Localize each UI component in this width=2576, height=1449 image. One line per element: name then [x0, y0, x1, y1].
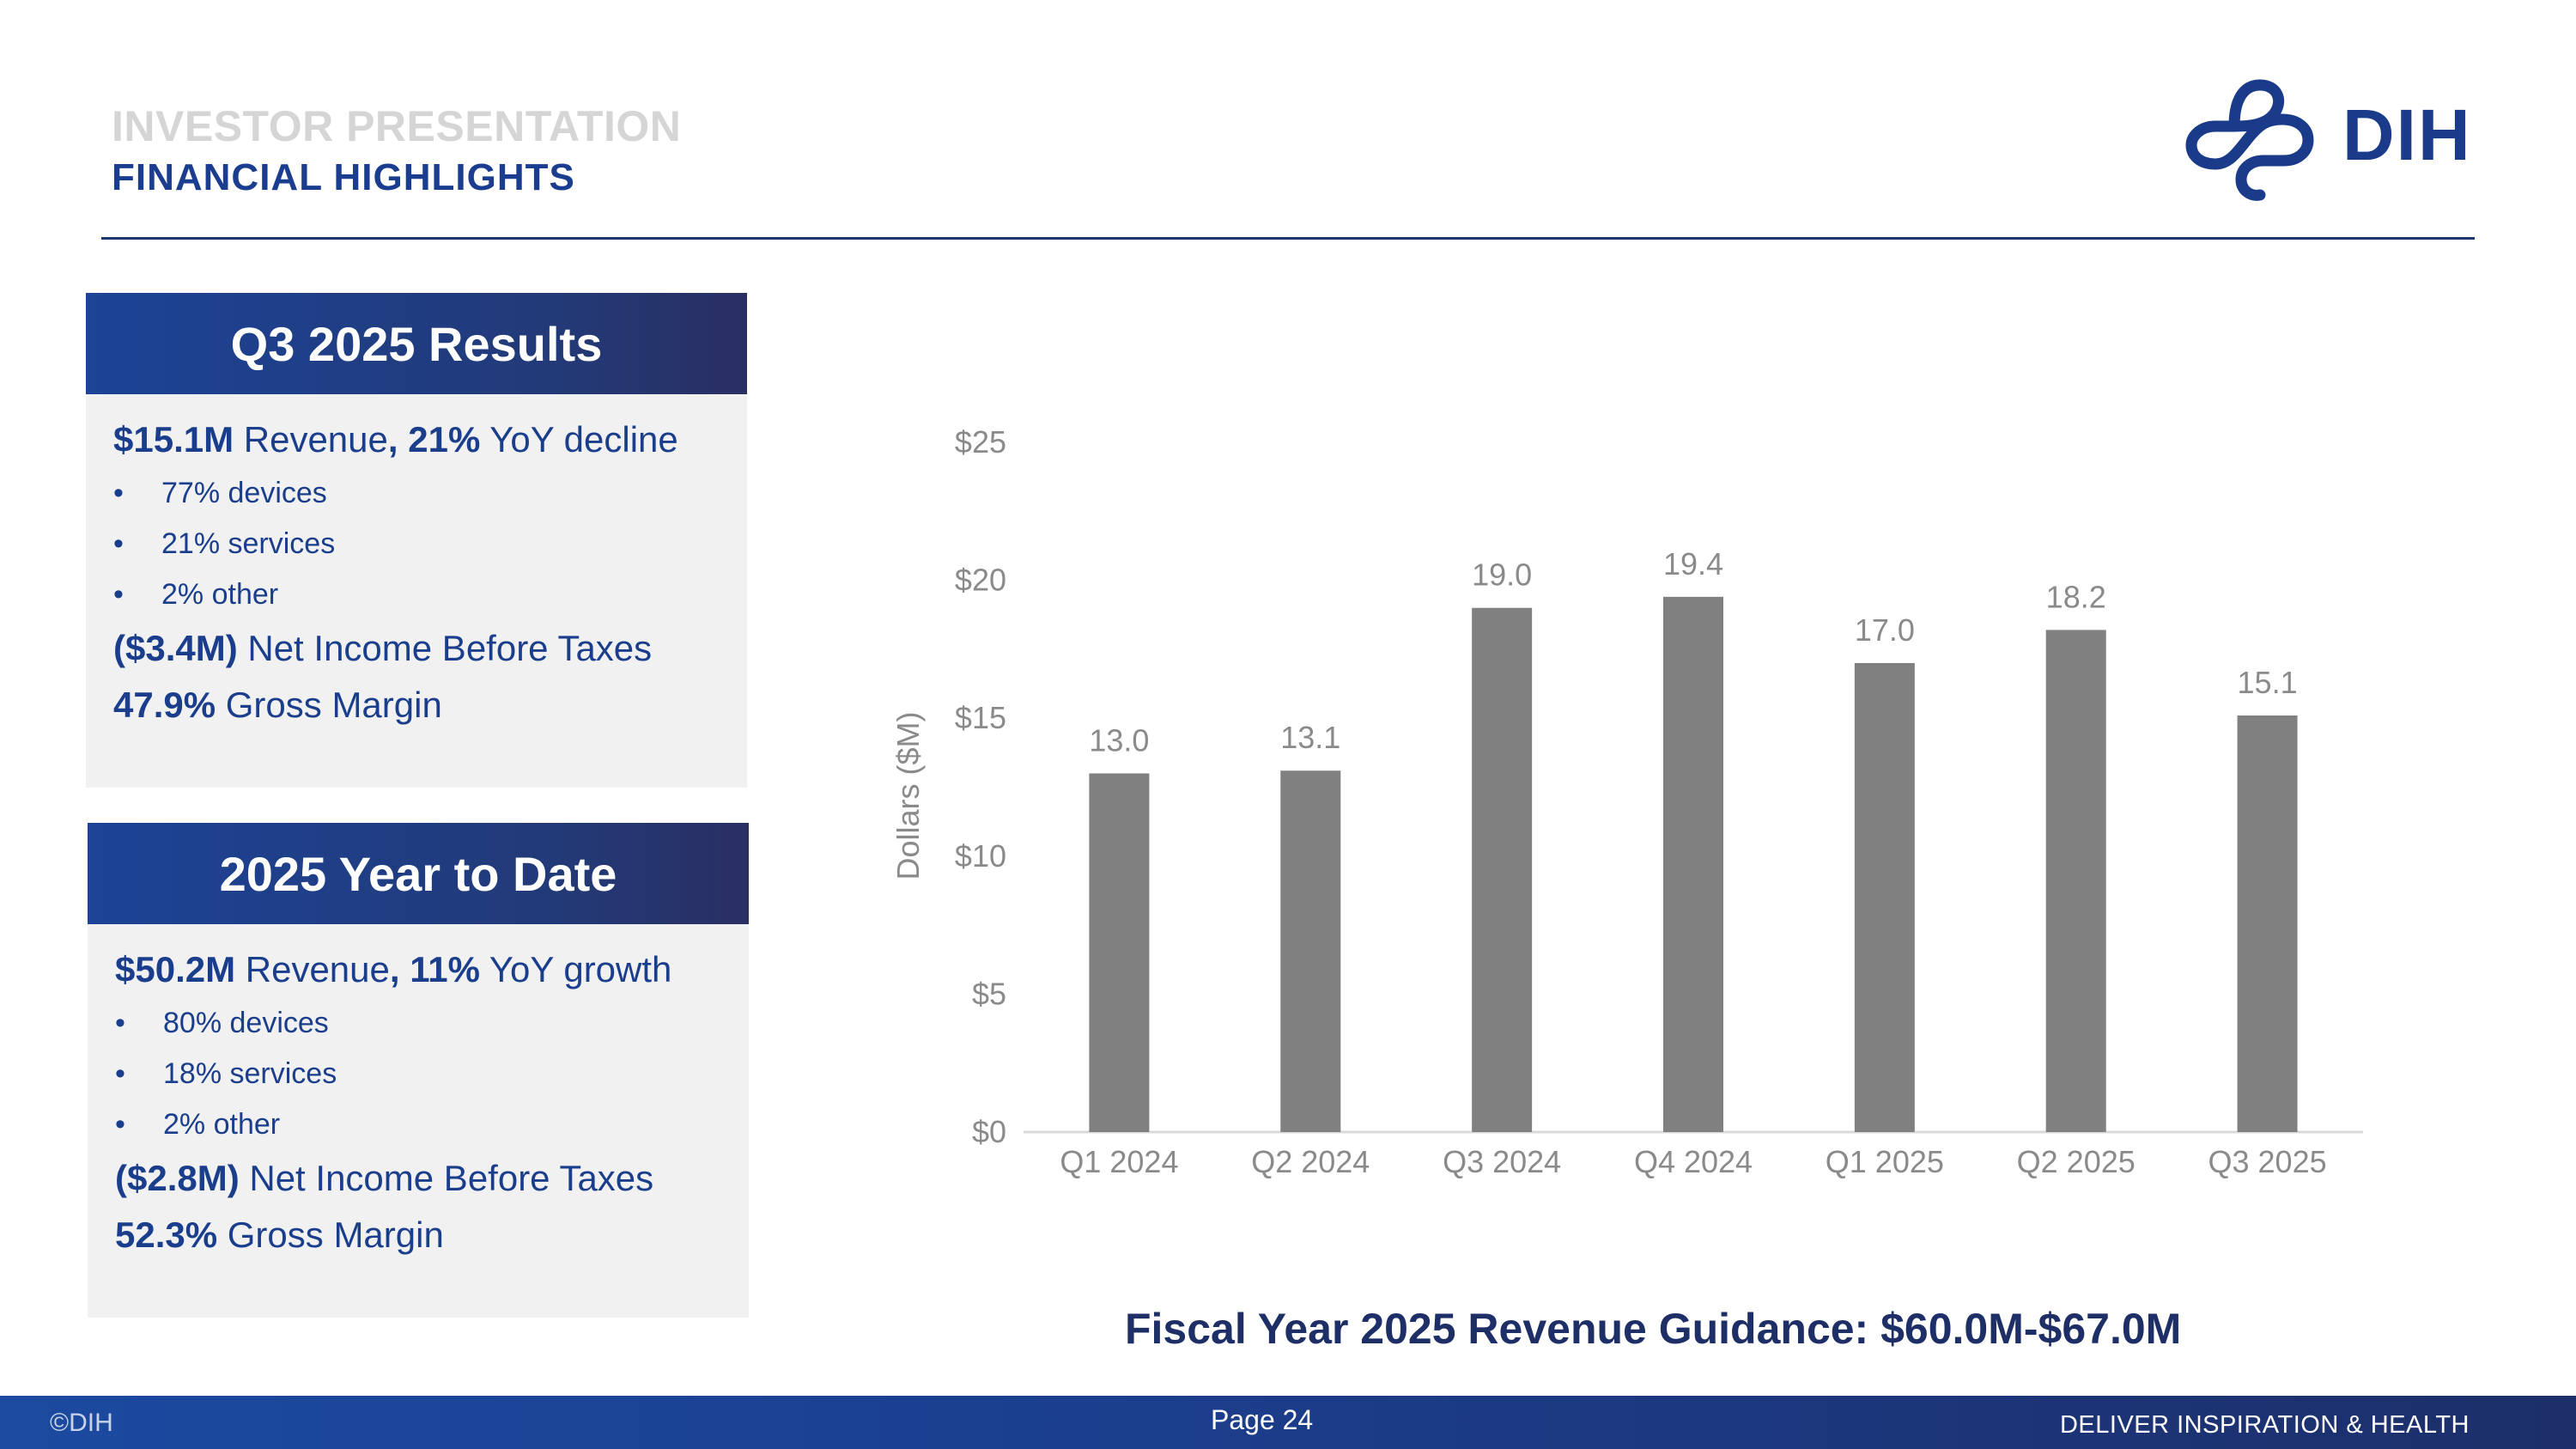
page-number: Page 24 [1211, 1404, 1314, 1435]
yoy-change-label: YoY growth [479, 949, 672, 989]
comma: , [389, 949, 400, 989]
net-income-line: ($3.4M) Net Income Before Taxes [113, 620, 720, 677]
list-item: 2% other [113, 569, 720, 620]
bar [1089, 773, 1150, 1132]
dih-logo-icon [2185, 79, 2314, 201]
yoy-change-value: 21% [398, 419, 481, 460]
bar [1280, 770, 1341, 1132]
revenue-value: $15.1M [113, 419, 234, 460]
data-label: 13.0 [1089, 722, 1149, 758]
y-tick-label: $15 [955, 700, 1006, 735]
bar [1472, 607, 1533, 1132]
yoy-change-value: 11% [399, 949, 480, 989]
data-label: 19.4 [1663, 546, 1723, 581]
data-label: 13.1 [1280, 720, 1340, 755]
copyright: ©DIH [50, 1409, 113, 1437]
list-item: 77% devices [113, 468, 720, 519]
bar [2237, 715, 2298, 1132]
revenue-bar-chart: $0 $5 $10 $15 $20 $25 Dollars ($M) 13.0 Q1 2024 1… [876, 404, 2404, 1202]
gross-margin-label: Gross Margin [217, 1215, 444, 1255]
chart-svg: $0 $5 $10 $15 $20 $25 Dollars ($M) 13.0 Q1 2024 1… [890, 424, 2363, 1179]
logo-wordmark: DIH [2342, 94, 2472, 175]
net-income-value: ($3.4M) [113, 628, 238, 668]
x-tick-label: Q2 2024 [1251, 1144, 1370, 1179]
revenue-label: Revenue [235, 949, 390, 989]
revenue-line: $50.2M Revenue, 11% YoY growth [115, 941, 721, 998]
comma: , [387, 419, 398, 460]
revenue-value: $50.2M [115, 949, 236, 989]
revenue-guidance: Fiscal Year 2025 Revenue Guidance: $60.0… [1125, 1305, 2182, 1353]
revenue-line: $15.1M Revenue, 21% YoY decline [113, 411, 720, 468]
page-title: FINANCIAL HIGHLIGHTS [112, 156, 575, 198]
footer-bar: ©DIH Page 24 DELIVER INSPIRATION & HEALT… [0, 1396, 2576, 1449]
revenue-mix-list: 80% devices 18% services 2% other [115, 998, 721, 1150]
x-tick-label: Q1 2024 [1060, 1144, 1178, 1179]
list-item: 2% other [115, 1099, 721, 1150]
data-label: 18.2 [2046, 579, 2106, 614]
header-supertitle: INVESTOR PRESENTATION [112, 102, 682, 150]
y-tick-label: $20 [955, 563, 1006, 598]
net-income-line: ($2.8M) Net Income Before Taxes [115, 1150, 721, 1207]
y-tick-label: $10 [955, 838, 1006, 874]
y-tick-label: $0 [972, 1114, 1006, 1149]
net-income-value: ($2.8M) [115, 1158, 240, 1198]
q3-results-panel: Q3 2025 Results $15.1M Revenue, 21% YoY … [86, 293, 747, 788]
gross-margin-value: 52.3% [115, 1215, 218, 1255]
net-income-label: Net Income Before Taxes [239, 1158, 654, 1198]
bar [1854, 662, 1915, 1132]
revenue-mix-list: 77% devices 21% services 2% other [113, 468, 720, 620]
yoy-change-label: YoY decline [480, 419, 678, 460]
list-item: 21% services [113, 519, 720, 569]
y-axis-title: Dollars ($M) [890, 711, 926, 880]
company-logo: DIH [2181, 62, 2490, 208]
panel-title: 2025 Year to Date [88, 823, 749, 924]
x-tick-label: Q3 2024 [1443, 1144, 1561, 1179]
bar [1663, 596, 1723, 1132]
footer-tagline: DELIVER INSPIRATION & HEALTH [2059, 1411, 2470, 1439]
data-label: 17.0 [1855, 612, 1915, 648]
net-income-label: Net Income Before Taxes [237, 628, 653, 668]
bar [2045, 630, 2106, 1132]
x-tick-label: Q3 2025 [2208, 1144, 2327, 1179]
ytd-results-panel: 2025 Year to Date $50.2M Revenue, 11% Yo… [88, 823, 749, 1318]
panel-title: Q3 2025 Results [86, 293, 747, 394]
data-label: 15.1 [2238, 665, 2298, 700]
y-tick-label: $25 [955, 424, 1006, 460]
x-tick-label: Q4 2024 [1634, 1144, 1753, 1179]
data-label: 19.0 [1472, 557, 1532, 593]
header-rule [101, 237, 2475, 240]
gross-margin-line: 52.3% Gross Margin [115, 1207, 721, 1263]
revenue-label: Revenue [234, 419, 388, 460]
list-item: 80% devices [115, 998, 721, 1049]
x-tick-label: Q2 2025 [2017, 1144, 2136, 1179]
y-tick-label: $5 [972, 976, 1006, 1011]
gross-margin-line: 47.9% Gross Margin [113, 677, 720, 734]
gross-margin-value: 47.9% [113, 685, 216, 725]
gross-margin-label: Gross Margin [216, 685, 442, 725]
list-item: 18% services [115, 1049, 721, 1099]
x-tick-label: Q1 2025 [1826, 1144, 1944, 1179]
